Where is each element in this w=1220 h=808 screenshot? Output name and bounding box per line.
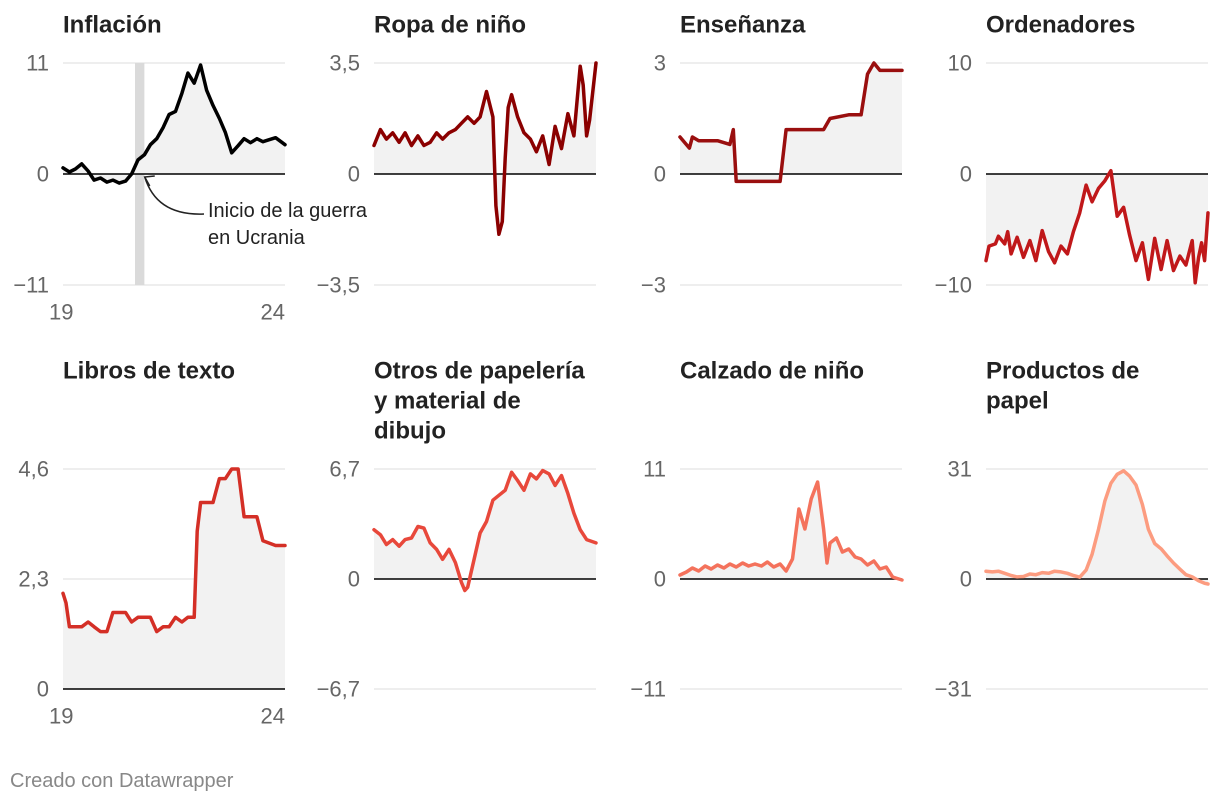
x-tick-label: 19 — [49, 300, 73, 325]
series-area — [680, 63, 902, 182]
y-tick-label: 3 — [654, 51, 666, 76]
y-tick-label: −10 — [935, 273, 972, 298]
y-tick-label: 4,6 — [18, 457, 49, 482]
panel-title: Calzado de niño — [680, 358, 864, 385]
series-area — [374, 470, 596, 591]
series-area — [63, 469, 285, 689]
series-area — [63, 65, 285, 184]
y-tick-label: 0 — [348, 567, 360, 592]
panel-title: Productos de — [986, 358, 1139, 385]
panel-6: Otros de papelería y material de dibujo 6,7… — [317, 358, 598, 702]
annotation-arrow — [144, 176, 205, 215]
panel-title: Otros de papelería — [374, 358, 585, 385]
y-tick-label: 0 — [37, 162, 49, 187]
annotation-arrowhead — [143, 175, 155, 187]
y-tick-label: −3,5 — [317, 273, 360, 298]
y-tick-label: 2,3 — [18, 567, 49, 592]
series-line — [984, 469, 1210, 586]
series-line — [61, 63, 287, 185]
x-tick-label: 24 — [261, 704, 285, 729]
x-tick-label: 24 — [261, 300, 285, 325]
x-tick-label: 19 — [49, 704, 73, 729]
annotation-text: en Ucrania — [208, 227, 306, 249]
series-line — [984, 168, 1210, 285]
y-tick-label: −31 — [935, 677, 972, 702]
y-tick-label: 0 — [37, 677, 49, 702]
y-tick-label: 11 — [643, 457, 666, 482]
y-tick-label: 3,5 — [329, 51, 360, 76]
series-line — [372, 468, 598, 593]
series-line — [61, 467, 287, 634]
panel-title: dibujo — [374, 418, 446, 445]
series-line — [372, 61, 598, 237]
panel-title: Inflación — [63, 12, 162, 39]
series-area — [374, 63, 596, 235]
y-tick-label: 31 — [948, 457, 972, 482]
series-area — [986, 470, 1208, 584]
panel-8: Productos de papel 31 0 −31 — [935, 358, 1210, 702]
y-tick-label: −11 — [630, 677, 666, 702]
annotation-text: Inicio de la guerra — [208, 200, 368, 222]
panel-title: y material de — [374, 388, 521, 415]
panel-title: Libros de texto — [63, 358, 235, 385]
y-tick-label: 10 — [948, 51, 972, 76]
panel-title: Ordenadores — [986, 12, 1135, 39]
y-tick-label: 0 — [654, 162, 666, 187]
y-tick-label: −6,7 — [317, 677, 360, 702]
panel-4: Ordenadores 10 0 −10 — [935, 12, 1210, 298]
series-area — [986, 170, 1208, 283]
y-tick-label: 0 — [960, 567, 972, 592]
credit-footer: Creado con Datawrapper — [10, 770, 234, 792]
y-tick-label: 0 — [654, 567, 666, 592]
panel-title: papel — [986, 388, 1049, 415]
panel-7: Calzado de niño 11 0 −11 — [630, 358, 904, 702]
panel-5: Libros de texto 4,6 2,3 019 24 — [18, 358, 287, 729]
y-tick-label: 11 — [26, 51, 49, 76]
panel-2: Ropa de niño 3,5 0 −3,5 — [317, 12, 598, 298]
panel-title: Ropa de niño — [374, 12, 526, 39]
y-tick-label: −11 — [13, 273, 49, 298]
series-line — [678, 61, 904, 184]
y-tick-label: −3 — [641, 273, 666, 298]
series-line — [678, 480, 904, 582]
y-tick-label: 0 — [348, 162, 360, 187]
panel-title: Enseñanza — [680, 12, 806, 39]
series-area — [680, 482, 902, 580]
y-tick-label: 6,7 — [329, 457, 360, 482]
y-tick-label: 0 — [960, 162, 972, 187]
panel-3: Enseñanza 3 0 −3 — [641, 12, 904, 298]
